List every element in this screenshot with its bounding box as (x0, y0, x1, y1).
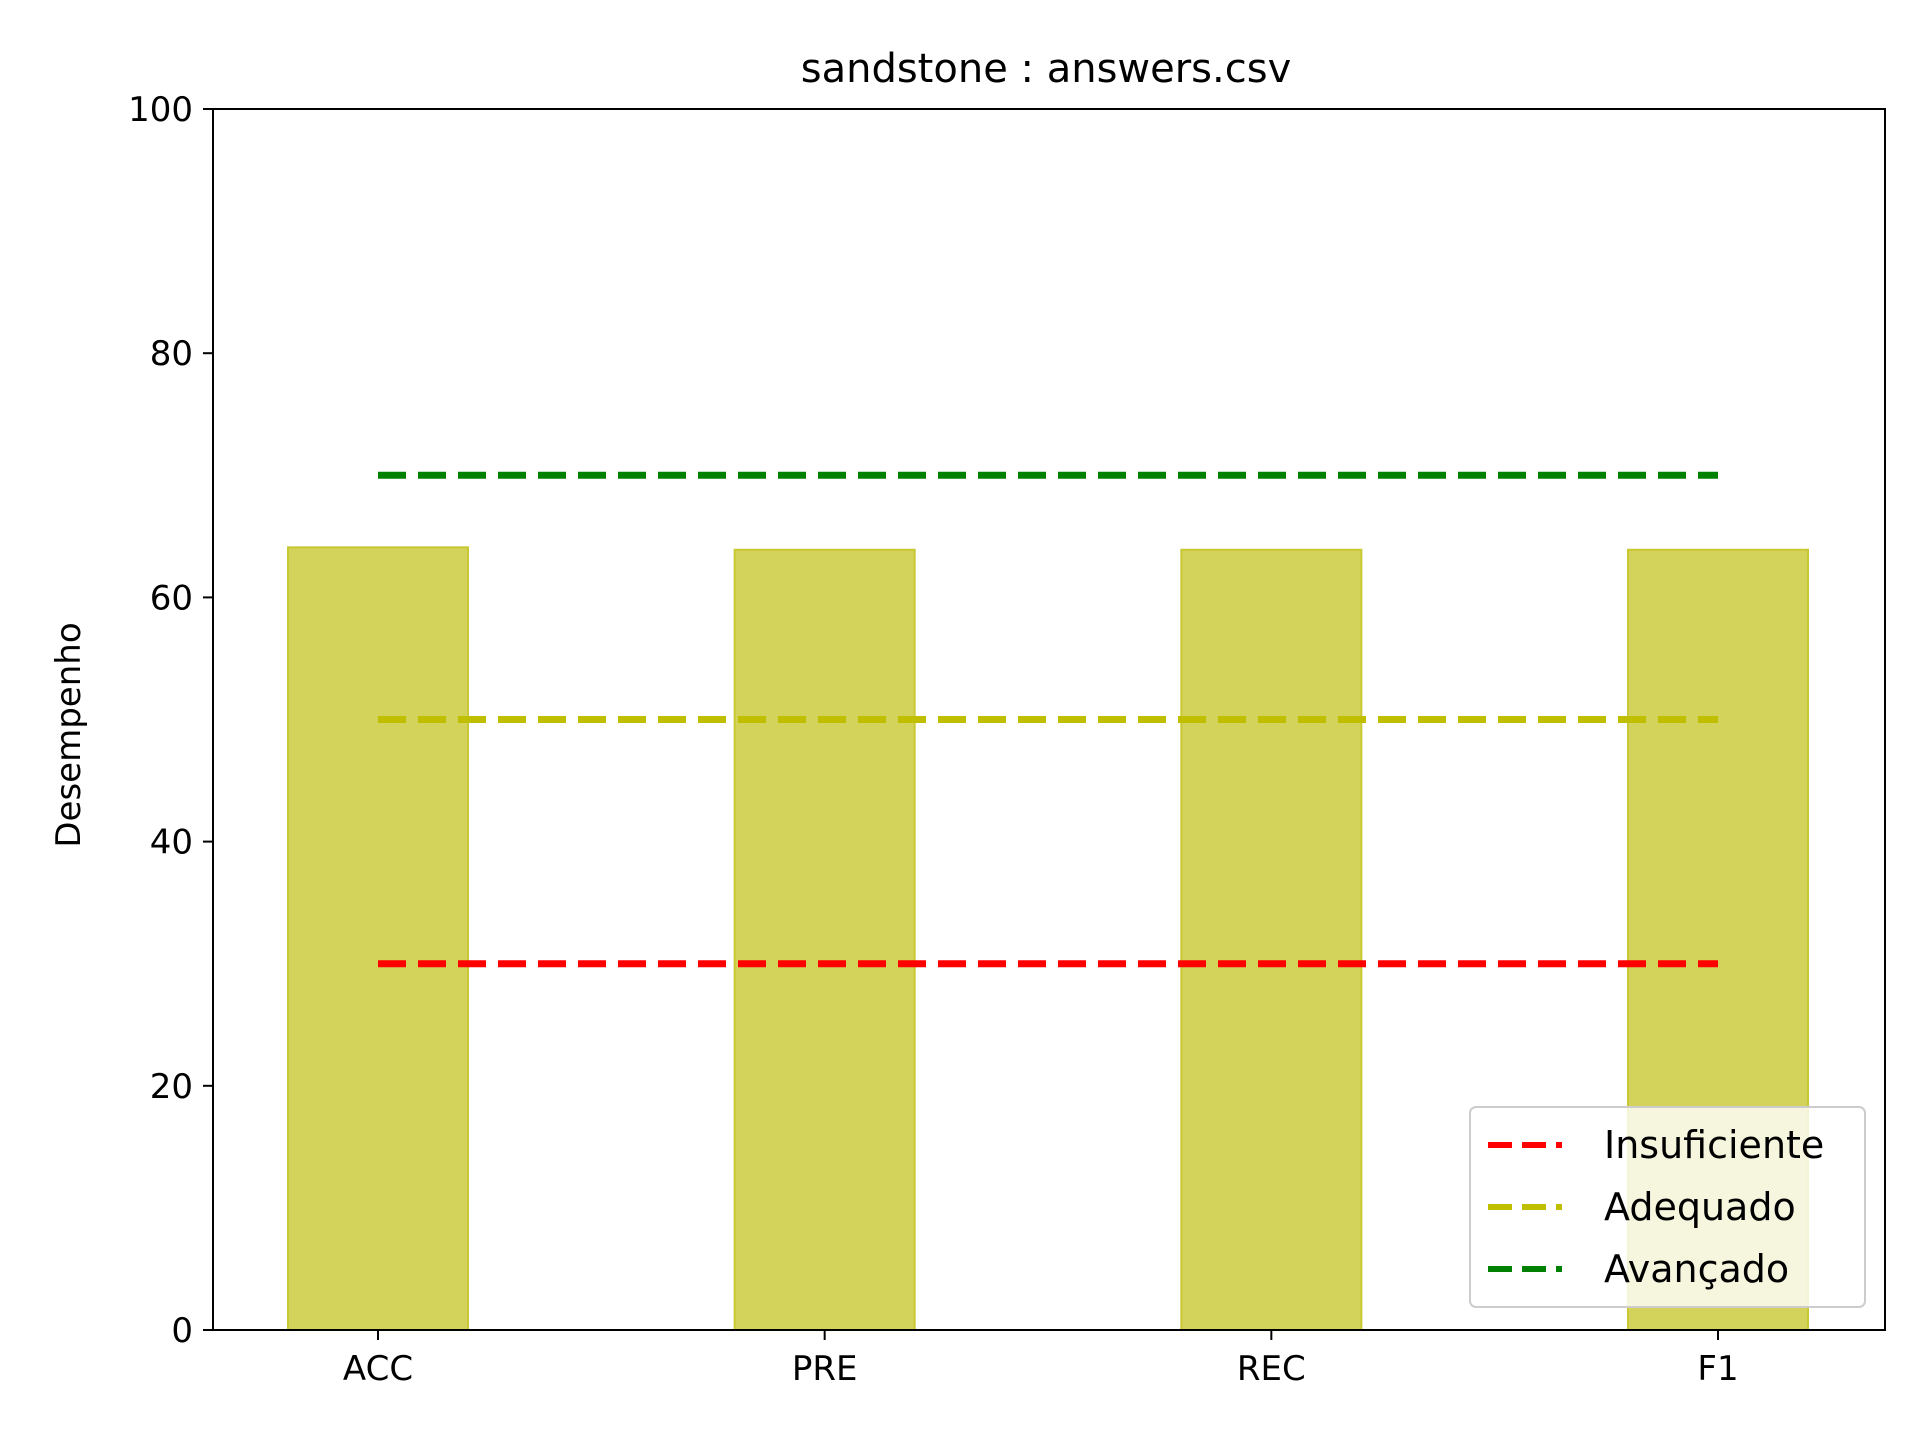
y-tick-label: 40 (150, 823, 193, 863)
legend-label-adequado: Adequado (1604, 1185, 1796, 1229)
reference-lines-layer (378, 471, 1718, 968)
legend: Insuficiente Adequado Avançado (1469, 1106, 1866, 1308)
bar-acc (287, 546, 469, 1331)
x-tick-label: F1 (1697, 1349, 1738, 1389)
x-tick-label: ACC (343, 1349, 413, 1389)
bars-layer (287, 546, 1809, 1331)
plot-frame (212, 108, 1886, 1331)
bar-rec (1180, 548, 1363, 1331)
legend-box (1469, 1106, 1866, 1308)
y-tick-label: 80 (150, 334, 193, 374)
chart-title: sandstone : answers.csv (801, 46, 1292, 92)
bar-pre (733, 548, 916, 1331)
y-tick-label: 0 (171, 1311, 193, 1351)
y-tick-label: 60 (150, 578, 193, 618)
x-tick-label: REC (1237, 1349, 1306, 1389)
x-tick-label: PRE (792, 1349, 858, 1389)
axes-layer: 0 20 40 60 80 100 ACC PRE REC F1 (128, 90, 1886, 1389)
y-tick-label: 100 (128, 90, 193, 130)
legend-label-avançado: Avançado (1604, 1247, 1789, 1291)
y-tick-label: 20 (150, 1067, 193, 1107)
legend-label-insuficiente: Insuficiente (1604, 1123, 1824, 1167)
y-axis-label: Desempenho (49, 622, 89, 847)
